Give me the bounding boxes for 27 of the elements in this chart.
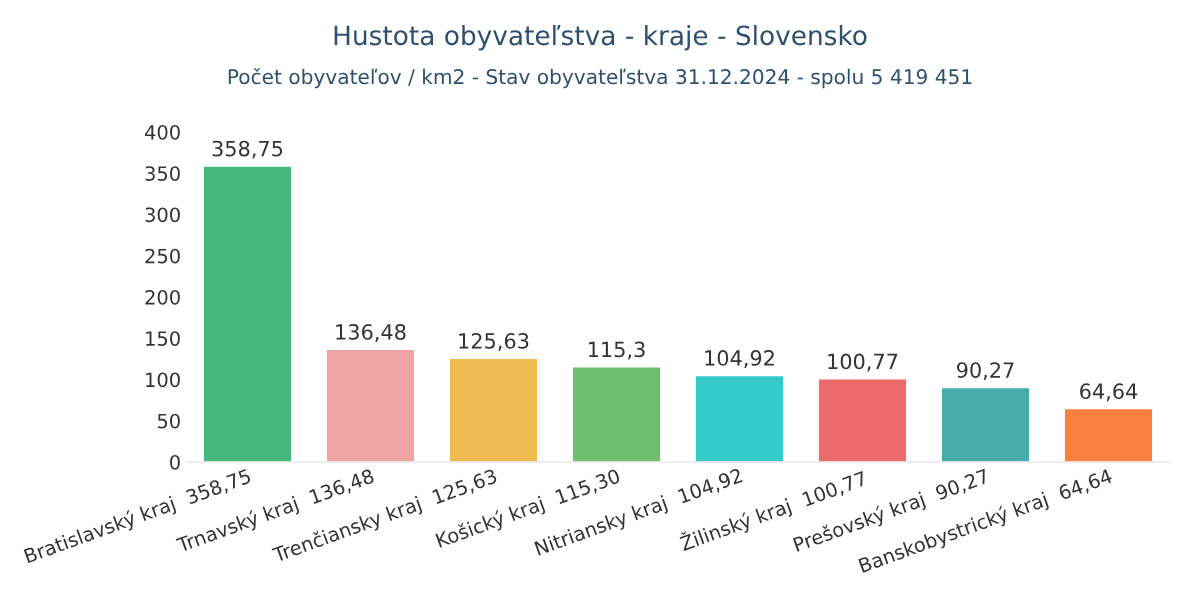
- data-label: 64,64: [1080, 383, 1138, 402]
- data-label: 115,3: [588, 341, 645, 360]
- data-label: 100,77: [828, 353, 898, 372]
- y-tick-label: 200: [145, 289, 180, 305]
- y-tick-label: 50: [157, 413, 180, 429]
- bar: [940, 386, 1031, 462]
- data-label: 358,75: [212, 140, 283, 159]
- y-tick-label: 300: [145, 207, 180, 223]
- bar: [571, 366, 662, 462]
- y-tick-label: 0: [170, 454, 180, 470]
- y-tick-label: 100: [146, 372, 180, 388]
- bar: [1063, 407, 1154, 462]
- bar: [325, 348, 416, 462]
- bar: [817, 378, 908, 462]
- bar: [448, 357, 539, 462]
- data-label: 90,27: [956, 362, 1014, 381]
- y-tick-label: 350: [145, 166, 180, 181]
- y-tick-label: 250: [145, 248, 180, 264]
- chart-title: Hustota obyvateľstva - kraje - Slovensko: [334, 24, 867, 51]
- data-label: 104,92: [705, 350, 774, 368]
- chart-subtitle: Počet obyvateľov / km2 - Stav obyvateľstva 31.12.2024 - spolu 5 419 451: [228, 67, 972, 89]
- bar: [202, 165, 293, 462]
- data-label: 136,48: [336, 324, 406, 342]
- y-tick-label: 150: [146, 331, 180, 346]
- data-label: 125,63: [459, 333, 529, 351]
- bar: [694, 374, 785, 462]
- y-tick-label: 400: [144, 124, 180, 140]
